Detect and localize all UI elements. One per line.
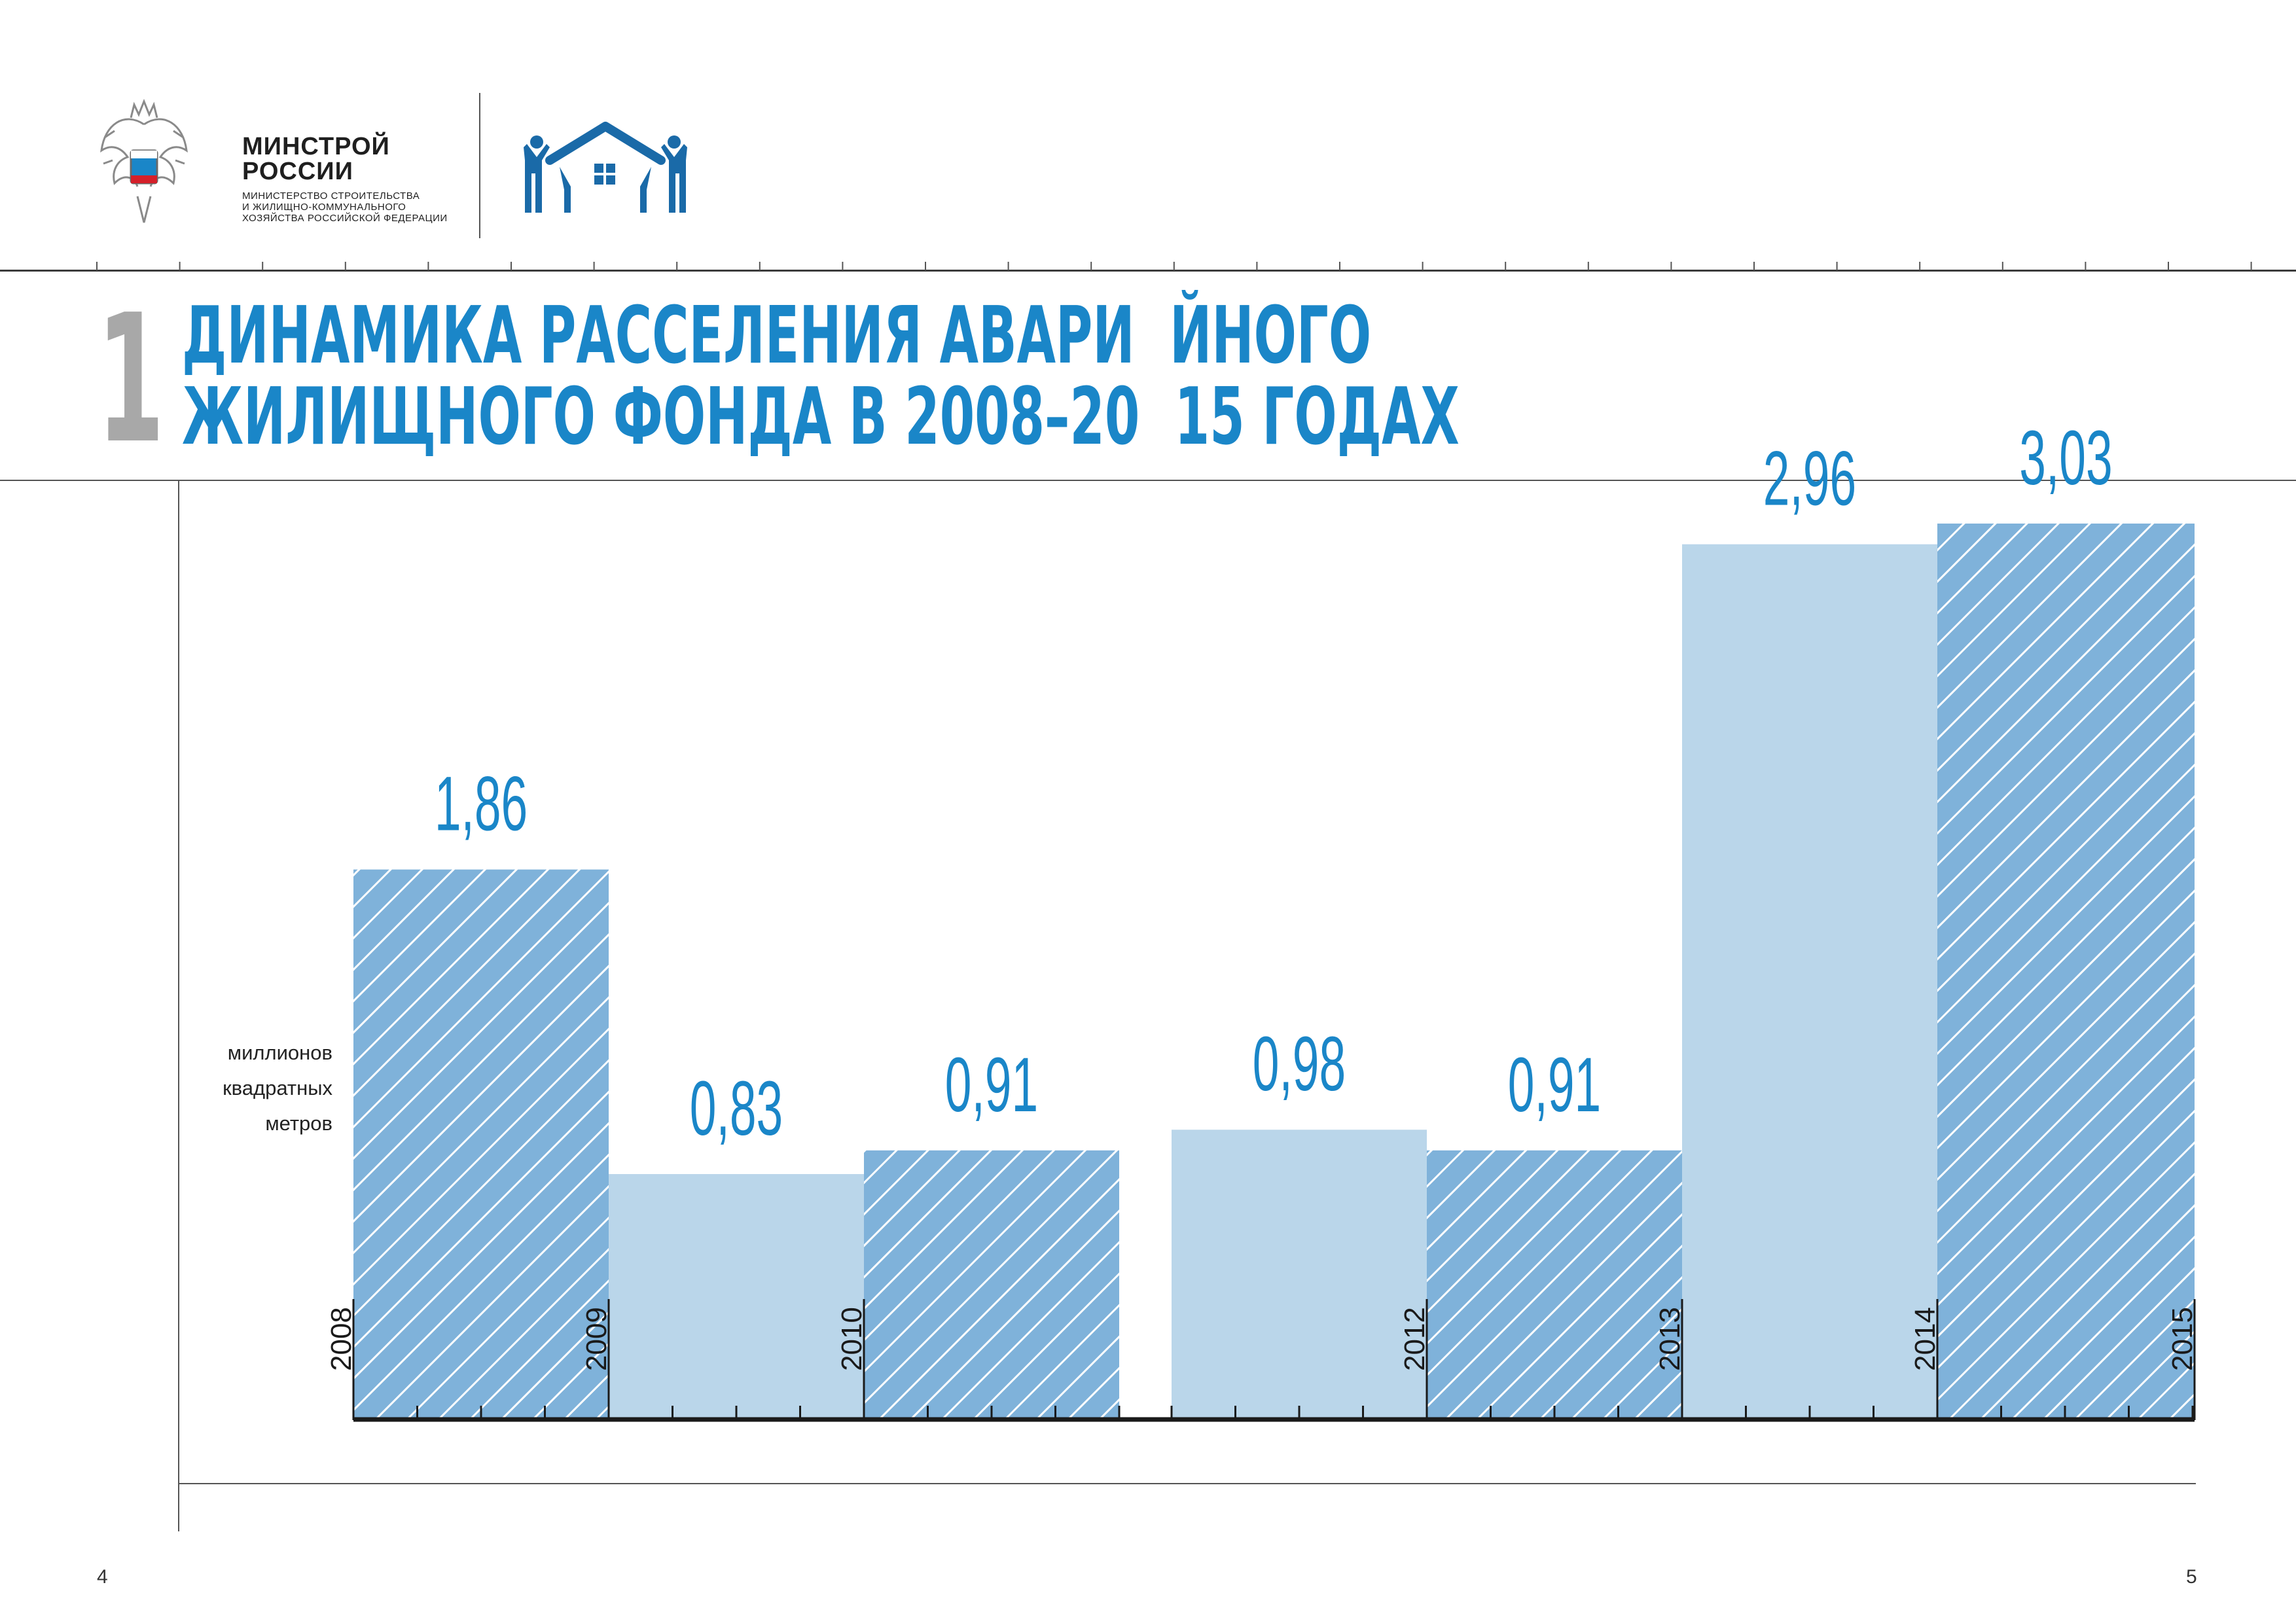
- unit-label-line3: метров: [265, 1112, 332, 1135]
- bar-4: [1172, 1130, 1427, 1419]
- bar-value-label: 2,96: [1763, 435, 1856, 522]
- x-tick-label: 2015: [2166, 1307, 2198, 1371]
- x-tick-label: 2009: [581, 1307, 613, 1371]
- header-ruler-ticks: [96, 262, 2252, 270]
- x-tick-label: 2014: [1909, 1307, 1941, 1371]
- x-tick-label: 2008: [325, 1307, 357, 1371]
- header-ruler-line: [0, 270, 2296, 272]
- header-divider: [479, 93, 480, 238]
- unit-label-line2: квадратных: [223, 1077, 332, 1099]
- bar-value-label: 0,83: [690, 1065, 783, 1151]
- family-house-logo-icon: [524, 122, 687, 213]
- section-number: 1: [97, 276, 164, 482]
- unit-label: миллионов квадратных метров: [223, 1035, 332, 1141]
- title-divider: [0, 480, 2296, 481]
- ministry-name-line1: МИНСТРОЙ: [242, 133, 390, 160]
- chart-title: ДИНАМИКА РАССЕЛЕНИЯ АВАРИ ЙНОГО ЖИЛИЩНОГ…: [182, 296, 1460, 458]
- page-number-left: 4: [97, 1566, 108, 1588]
- x-tick-label: 2010: [836, 1307, 868, 1371]
- bar-value-label: 3,03: [2019, 414, 2112, 501]
- bar-5: [1427, 1150, 1682, 1419]
- ministry-name-line2: РОССИИ: [242, 158, 353, 185]
- ministry-sub-line1: МИНИСТЕРСТВО СТРОИТЕЛЬСТВА: [242, 190, 420, 202]
- ministry-sub-line2: И ЖИЛИЩНО-КОММУНАЛЬНОГО: [242, 202, 406, 213]
- bar-value-label: 0,91: [1508, 1041, 1601, 1128]
- x-tick-label: 2012: [1399, 1307, 1431, 1371]
- bar-3: [864, 1150, 1119, 1419]
- bar-value-label: 0,91: [945, 1041, 1038, 1128]
- ministry-logo-text: МИНСТРОЙ РОССИИ МИНИСТЕРСТВО СТРОИТЕЛЬСТ…: [242, 134, 448, 224]
- bar-2: [609, 1174, 864, 1419]
- chart-title-line1: ДИНАМИКА РАССЕЛЕНИЯ АВАРИ ЙНОГО: [182, 291, 1372, 382]
- unit-label-line1: миллионов: [227, 1041, 332, 1064]
- bar-1: [353, 869, 609, 1419]
- chart-bottom-rule: [178, 1483, 2196, 1484]
- ministry-sub-line3: ХОЗЯЙСТВА РОССИЙСКОЙ ФЕДЕРАЦИИ: [242, 213, 448, 224]
- bar-7: [1937, 524, 2195, 1419]
- bar-value-label: 0,98: [1253, 1020, 1346, 1107]
- coat-of-arms-icon: [100, 98, 188, 223]
- x-tick-label: 2013: [1654, 1307, 1686, 1371]
- bar-6: [1682, 544, 1937, 1419]
- bar-value-label: 1,86: [435, 760, 528, 847]
- chart-title-line2: ЖИЛИЩНОГО ФОНДА В 2008–20 15 ГОДАХ: [182, 372, 1460, 463]
- page-number-right: 5: [2186, 1566, 2197, 1588]
- chart-left-rule: [178, 481, 179, 1531]
